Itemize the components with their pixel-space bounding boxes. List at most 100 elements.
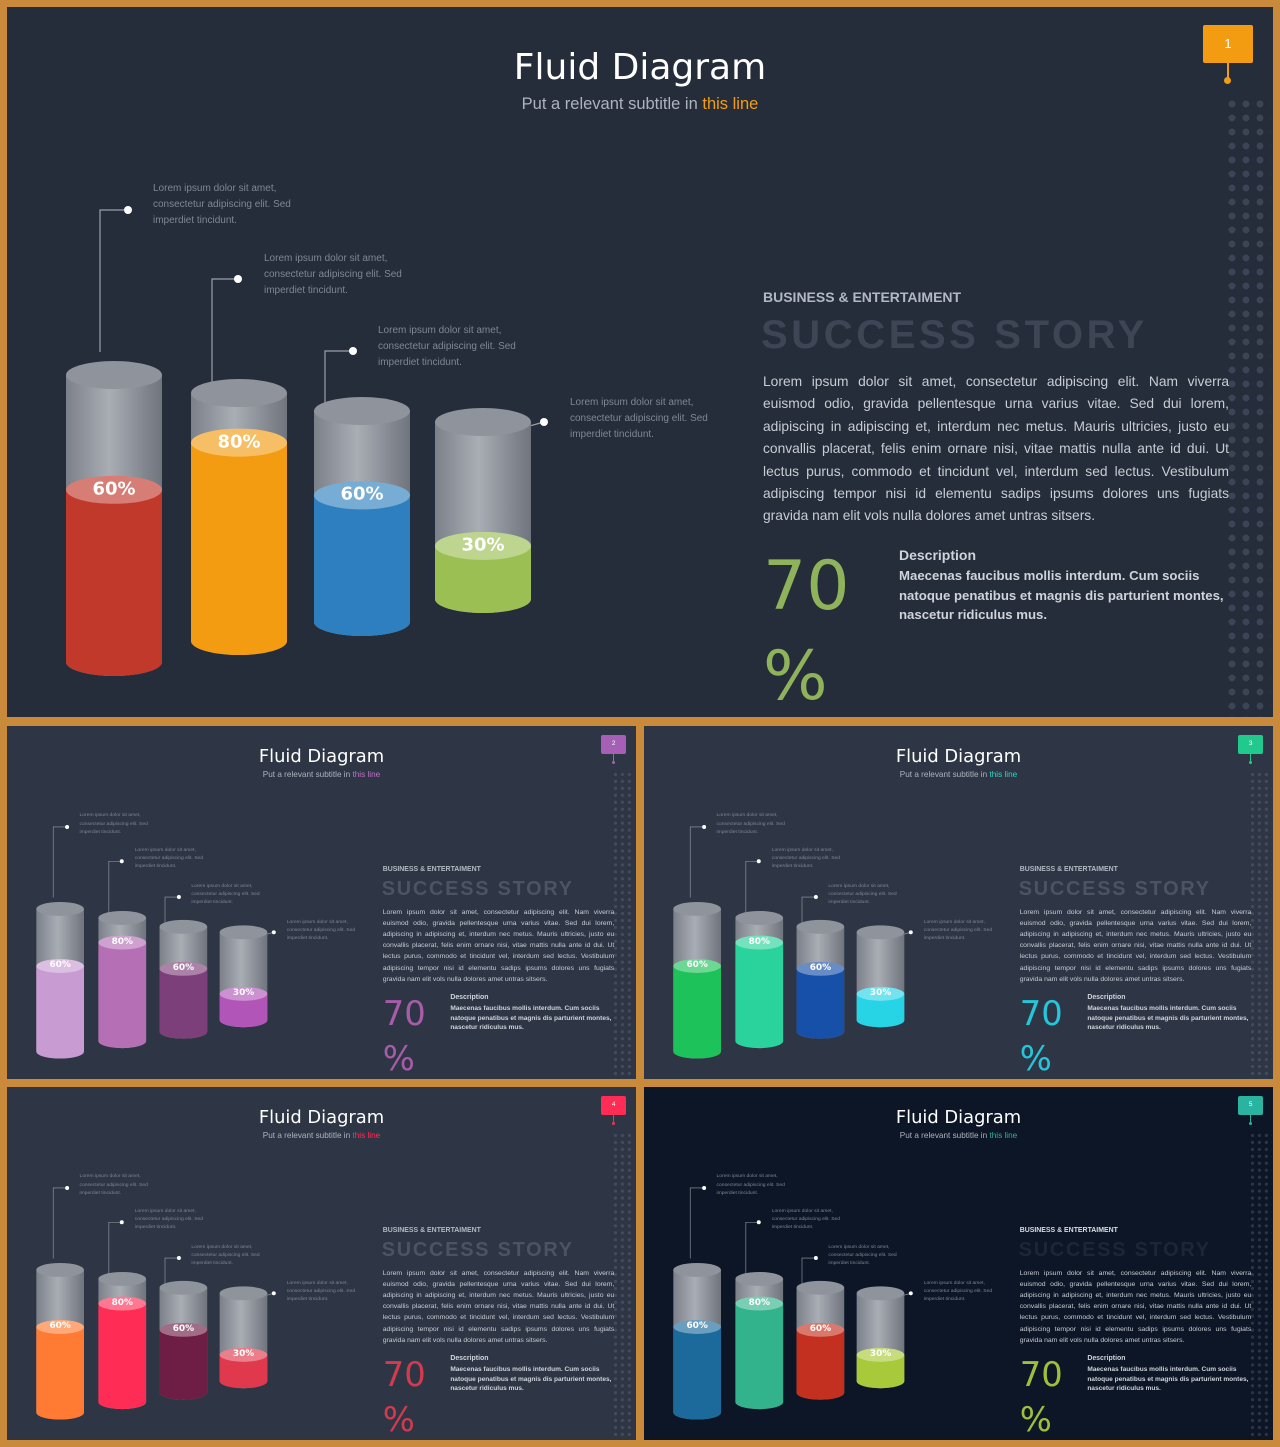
cylinder-2 xyxy=(98,1271,147,1410)
fluid-cylinders xyxy=(36,1185,276,1420)
section-kicker: BUSINESS & ENTERTAIMENT xyxy=(763,289,962,305)
callout-dot xyxy=(65,824,70,829)
fill-percent-label: 80% xyxy=(111,1297,133,1308)
callout-note: Lorem ipsum dolor sit amet, consectetur … xyxy=(923,1280,993,1302)
callout-dot xyxy=(702,1185,707,1190)
stat-unit: % xyxy=(1019,1039,1052,1079)
callout-dot xyxy=(813,1256,818,1261)
section-heading: SUCCESS STORY xyxy=(761,313,1148,357)
fill-percent-label: 80% xyxy=(748,936,770,947)
dot-pattern xyxy=(1249,770,1272,1079)
dot-pattern xyxy=(1225,97,1271,717)
fill-percent-label: 30% xyxy=(461,534,505,556)
callout-dot xyxy=(756,1220,761,1225)
liquid-fill xyxy=(735,1303,784,1410)
section-paragraph: Lorem ipsum dolor sit amet, consectetur … xyxy=(763,374,1229,524)
cylinder-1 xyxy=(66,361,162,676)
section-paragraph: Lorem ipsum dolor sit amet, consectetur … xyxy=(1019,1269,1252,1344)
cylinder-3 xyxy=(796,919,845,1039)
callout-note: Lorem ipsum dolor sit amet, consectetur … xyxy=(570,397,708,441)
callout-note: Lorem ipsum dolor sit amet, consectetur … xyxy=(264,253,402,297)
description-text: Maecenas faucibus mollis interdum. Cum s… xyxy=(1087,1365,1249,1393)
callout-dot xyxy=(65,1185,70,1190)
cylinder-2 xyxy=(191,379,287,655)
liquid-fill xyxy=(219,993,268,1028)
cylinder-4 xyxy=(856,925,905,1028)
callout-dot xyxy=(813,895,818,900)
slide-subtitle: Put a relevant subtitle in this line xyxy=(7,95,1273,114)
section-kicker: BUSINESS & ENTERTAIMENT xyxy=(1019,866,1118,874)
cylinder-1 xyxy=(673,1263,722,1420)
cylinder-4 xyxy=(219,925,268,1028)
slide-1[interactable]: Fluid Diagram Put a relevant subtitle in … xyxy=(7,7,1273,717)
fluid-cylinders xyxy=(36,824,276,1059)
callout-dot xyxy=(908,1291,913,1296)
callout-dot xyxy=(271,1291,276,1296)
subtitle-text: Put a relevant subtitle in xyxy=(521,95,698,113)
page-number-badge: 1 xyxy=(1203,25,1253,63)
cylinder-3 xyxy=(159,919,208,1039)
callout-note: Lorem ipsum dolor sit amet, consectetur … xyxy=(771,1209,841,1231)
badge-connector xyxy=(1227,63,1229,78)
subtitle-accent: this line xyxy=(989,1130,1018,1140)
slide-3[interactable]: Fluid Diagram Put a relevant subtitle in … xyxy=(644,726,1273,1079)
callout-note: Lorem ipsum dolor sit amet, consectetur … xyxy=(286,1280,356,1302)
description-title: Description xyxy=(899,547,977,563)
callout-dot xyxy=(702,824,707,829)
callout-note: Lorem ipsum dolor sit amet, consectetur … xyxy=(191,884,260,906)
description-text: Maecenas faucibus mollis interdum. Cum s… xyxy=(450,1004,612,1032)
callout-dot xyxy=(176,1256,181,1261)
callout-line xyxy=(211,278,238,427)
callout-dot xyxy=(908,930,913,935)
fill-percent-label: 30% xyxy=(869,1349,892,1360)
section-heading: SUCCESS STORY xyxy=(381,1239,574,1262)
stat-unit: % xyxy=(382,1039,415,1079)
slide-2[interactable]: Fluid Diagram Put a relevant subtitle in … xyxy=(7,726,636,1079)
slide-4[interactable]: Fluid Diagram Put a relevant subtitle in … xyxy=(7,1087,636,1440)
fill-percent-label: 30% xyxy=(232,1349,255,1360)
callout-line xyxy=(52,826,68,898)
badge-dot xyxy=(1248,1121,1253,1126)
callout-note: Lorem ipsum dolor sit amet, consectetur … xyxy=(134,848,204,870)
liquid-fill xyxy=(36,1326,85,1420)
section-paragraph: Lorem ipsum dolor sit amet, consectetur … xyxy=(382,908,615,983)
callout-note: Lorem ipsum dolor sit amet, consectetur … xyxy=(79,1174,148,1196)
cylinder-1 xyxy=(36,902,85,1059)
fill-percent-label: 80% xyxy=(111,936,133,947)
callout-dot xyxy=(271,930,276,935)
callout-note: Lorem ipsum dolor sit amet, consectetur … xyxy=(828,884,897,906)
slide-title: Fluid Diagram xyxy=(513,47,767,88)
description-text: Maecenas faucibus mollis interdum. Cum s… xyxy=(899,568,1224,622)
callout-line xyxy=(52,1187,68,1259)
fill-percent-label: 30% xyxy=(232,988,255,999)
stat-unit: % xyxy=(1019,1400,1052,1440)
liquid-fill xyxy=(98,942,147,1049)
slide-5[interactable]: Fluid Diagram Put a relevant subtitle in … xyxy=(644,1087,1273,1440)
liquid-fill xyxy=(66,489,162,676)
section-kicker: BUSINESS & ENTERTAIMENT xyxy=(1019,1227,1118,1235)
slide-title: Fluid Diagram xyxy=(258,745,385,767)
badge-connector xyxy=(1250,753,1252,762)
callout-note: Lorem ipsum dolor sit amet, consectetur … xyxy=(923,919,993,941)
fill-percent-label: 60% xyxy=(340,483,384,505)
liquid-fill xyxy=(856,1354,905,1389)
callout-dot xyxy=(540,418,548,426)
stat-value: 70 xyxy=(763,547,850,626)
fill-percent-label: 60% xyxy=(49,960,71,971)
section-heading: SUCCESS STORY xyxy=(1018,1239,1211,1262)
fill-percent-label: 60% xyxy=(686,1321,708,1332)
fluid-cylinders xyxy=(673,1185,913,1420)
fill-percent-label: 80% xyxy=(748,1297,770,1308)
badge-dot xyxy=(611,1121,616,1126)
callout-note: Lorem ipsum dolor sit amet, consectetur … xyxy=(716,1174,785,1196)
dot-pattern xyxy=(1249,1131,1272,1440)
section-paragraph: Lorem ipsum dolor sit amet, consectetur … xyxy=(382,1269,615,1344)
cylinder-2 xyxy=(98,910,147,1049)
liquid-fill xyxy=(796,1329,845,1400)
description-title: Description xyxy=(450,994,489,1002)
dot-pattern xyxy=(612,1131,635,1440)
subtitle-text: Put a relevant subtitle in xyxy=(262,769,351,779)
subtitle-text: Put a relevant subtitle in xyxy=(899,1130,988,1140)
subtitle-text: Put a relevant subtitle in xyxy=(899,769,988,779)
slide-subtitle: Put a relevant subtitle in this line xyxy=(7,1131,636,1140)
